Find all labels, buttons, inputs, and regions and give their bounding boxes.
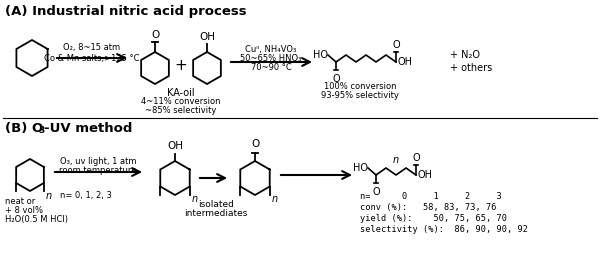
- Text: n: n: [272, 194, 278, 204]
- Text: room temperature: room temperature: [59, 166, 137, 175]
- Text: n= 0, 1, 2, 3: n= 0, 1, 2, 3: [60, 191, 112, 200]
- Text: O: O: [392, 40, 400, 50]
- Text: 93-95% selectivity: 93-95% selectivity: [321, 91, 399, 100]
- Text: O: O: [151, 30, 159, 40]
- Text: O₂, 8~15 atm: O₂, 8~15 atm: [64, 43, 121, 52]
- Text: yield (%):    50, 75, 65, 70: yield (%): 50, 75, 65, 70: [360, 214, 507, 223]
- Text: OH: OH: [167, 141, 183, 151]
- Text: O: O: [251, 139, 259, 149]
- Text: 50~65% HNO₃: 50~65% HNO₃: [241, 54, 302, 63]
- Text: Co & Mn salts,>125 °C: Co & Mn salts,>125 °C: [44, 54, 140, 63]
- Text: O: O: [332, 74, 340, 84]
- Text: n: n: [192, 194, 198, 204]
- Text: O₃, uv light, 1 atm: O₃, uv light, 1 atm: [60, 157, 136, 166]
- Text: selectivity (%):  86, 90, 90, 92: selectivity (%): 86, 90, 90, 92: [360, 225, 528, 234]
- Text: n: n: [46, 191, 52, 201]
- Text: H₂O(0.5 M HCl): H₂O(0.5 M HCl): [5, 215, 68, 224]
- Text: KA-oil: KA-oil: [167, 88, 195, 98]
- Text: + N₂O: + N₂O: [450, 50, 480, 60]
- Text: 100% conversion: 100% conversion: [324, 82, 396, 91]
- Text: conv (%):   58, 83, 73, 76: conv (%): 58, 83, 73, 76: [360, 203, 497, 212]
- Text: + 8 vol%: + 8 vol%: [5, 206, 43, 215]
- Text: O: O: [372, 187, 380, 197]
- Text: + others: + others: [450, 63, 492, 73]
- Text: O: O: [412, 153, 420, 163]
- Text: n: n: [393, 155, 399, 165]
- Text: OH: OH: [199, 32, 215, 42]
- Text: neat or: neat or: [5, 197, 35, 206]
- Text: Cuᴵᴵ, NH₄VO₃: Cuᴵᴵ, NH₄VO₃: [245, 45, 296, 54]
- Text: ~85% selectivity: ~85% selectivity: [145, 106, 217, 115]
- Text: (B) O: (B) O: [5, 122, 43, 135]
- Text: +: +: [175, 58, 187, 73]
- Text: HO: HO: [353, 163, 368, 173]
- Text: OH: OH: [398, 57, 413, 67]
- Text: 70~90 °C: 70~90 °C: [251, 63, 292, 72]
- Text: n=      0     1     2     3: n= 0 1 2 3: [360, 192, 502, 201]
- Text: isolated: isolated: [198, 200, 234, 209]
- Text: -UV method: -UV method: [44, 122, 133, 135]
- Text: intermediates: intermediates: [184, 209, 248, 218]
- Text: 4~11% conversion: 4~11% conversion: [141, 97, 221, 106]
- Text: HO: HO: [313, 50, 328, 60]
- Text: (A) Industrial nitric acid process: (A) Industrial nitric acid process: [5, 5, 247, 18]
- Text: 3: 3: [38, 126, 44, 135]
- Text: OH: OH: [418, 170, 433, 180]
